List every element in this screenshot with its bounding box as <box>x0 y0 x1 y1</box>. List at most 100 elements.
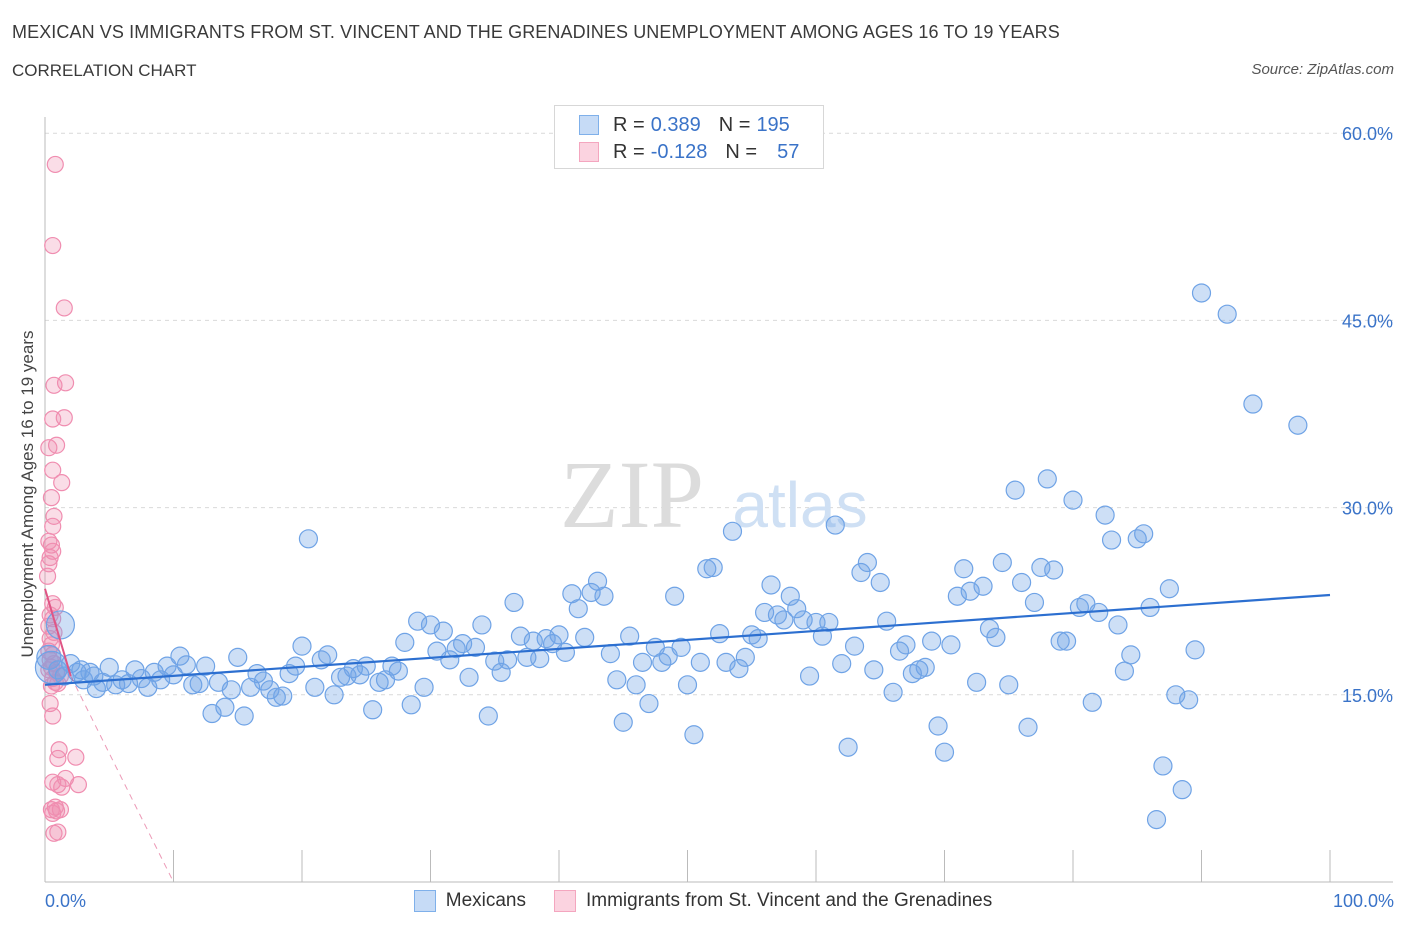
axes <box>44 117 1393 883</box>
immigrants-point <box>42 536 61 554</box>
source-label: Source: ZipAtlas.com <box>1251 61 1394 78</box>
mexicans-point <box>1114 661 1135 681</box>
y-tick-label: 15.0% <box>1342 686 1393 706</box>
mexicans-point <box>1185 640 1205 660</box>
mexicans-point <box>767 605 788 625</box>
legend-swatch-mexicans <box>579 115 599 135</box>
chart-subtitle: CORRELATION CHART <box>12 61 197 80</box>
legend-swatch-mexicans <box>413 890 436 912</box>
mexicans-point <box>395 632 415 652</box>
immigrants-point <box>44 517 62 535</box>
mexicans-point <box>967 672 987 692</box>
y-tick-label: 60.0% <box>1342 124 1393 144</box>
legend-row-mexicans: R = 0.389 N = 195 <box>579 113 790 137</box>
immigrants-point <box>46 155 64 174</box>
legend-item-mexicans: Mexicans <box>413 890 526 912</box>
mexicans-point <box>446 639 466 659</box>
mexicans-point <box>1153 756 1173 776</box>
mexicans-point <box>1191 283 1212 303</box>
legend-swatch-immigrants <box>579 142 599 162</box>
immigrants-point <box>53 778 71 796</box>
mexicans-point <box>1159 579 1179 599</box>
mexicans-point <box>356 656 376 676</box>
y-tick-label: 30.0% <box>1342 499 1393 519</box>
mexicans-point <box>922 631 942 651</box>
mexicans-point <box>1243 394 1263 414</box>
mexicans-point <box>433 621 453 641</box>
immigrants-point <box>55 299 73 317</box>
mexicans-point <box>536 629 556 649</box>
mexicans-point <box>266 687 286 707</box>
mexicans-point <box>632 652 653 672</box>
immigrants-point <box>45 824 63 842</box>
mexicans-point <box>954 559 974 579</box>
legend-label-mexicans: Mexicans <box>445 890 526 911</box>
mexicans-point <box>973 576 993 596</box>
immigrants-point <box>38 567 57 585</box>
y-tick-label: 45.0% <box>1342 311 1393 331</box>
mexicans-point <box>1134 524 1154 544</box>
mexicans-point <box>510 626 531 646</box>
mexicans-point <box>774 610 794 630</box>
immigrants-point <box>44 236 62 255</box>
immigrants-point <box>42 489 61 507</box>
immigrants-trend-line <box>44 588 72 677</box>
mexicans-point <box>273 686 293 706</box>
mexicans-point <box>748 629 768 649</box>
mexicans-point <box>671 637 691 657</box>
immigrants-point <box>42 677 61 695</box>
x-tick-max: 100.0% <box>1332 891 1394 911</box>
mexicans-point <box>684 725 704 745</box>
mexicans-point <box>838 737 858 757</box>
mexicans-point <box>453 634 473 654</box>
mexicans-point <box>1288 415 1308 435</box>
mexicans-point <box>183 675 203 695</box>
immigrants-point <box>44 804 62 822</box>
mexicans-point <box>555 642 576 662</box>
n-value-immigrants: 57 <box>777 140 800 163</box>
mexicans-point <box>947 586 967 606</box>
immigrants-point <box>45 376 63 394</box>
mexicans-point <box>1011 572 1032 593</box>
mexicans-point <box>729 658 749 679</box>
grid-lines <box>45 132 1393 696</box>
mexicans-point <box>459 667 479 687</box>
mexicans-point <box>1018 717 1038 737</box>
immigrants-point <box>41 548 59 567</box>
mexicans-point <box>722 521 743 541</box>
r-value-mexicans: 0.389 <box>650 113 701 136</box>
watermark-atlas: atlas <box>732 469 867 541</box>
mexicans-point <box>928 716 948 736</box>
mexicans-point <box>857 552 878 573</box>
mexicans-point <box>600 644 621 664</box>
mexicans-point <box>1166 685 1186 705</box>
mexicans-point <box>934 742 955 762</box>
mexicans-point <box>568 599 588 619</box>
mexicans-point <box>613 712 633 732</box>
mexicans-point <box>292 636 312 656</box>
mexicans-point <box>176 655 196 675</box>
mexicans-point <box>472 615 492 635</box>
n-label: N = <box>718 113 751 136</box>
mexicans-point <box>832 654 852 674</box>
x-tick-min: 0.0% <box>45 891 87 911</box>
mexicans-point <box>1050 631 1070 651</box>
y-axis-label: Unemployment Among Ages 16 to 19 years <box>18 331 37 658</box>
mexicans-point <box>388 661 408 681</box>
legend-item-immigrants: Immigrants from St. Vincent and the Gren… <box>554 890 992 912</box>
immigrants-point <box>44 707 62 725</box>
mexicans-point <box>915 657 935 677</box>
r-label: R = <box>613 113 645 136</box>
mexicans-point <box>1082 692 1102 712</box>
mexicans-point <box>234 706 254 726</box>
legend-row-immigrants: R = -0.128 N = 57 <box>579 140 799 164</box>
mexicans-point <box>883 682 903 702</box>
mexicans-point <box>992 552 1012 573</box>
mexicans-point <box>941 635 961 655</box>
immigrants-point <box>67 748 85 766</box>
mexicans-trend-line <box>44 593 1331 686</box>
mexicans-point <box>626 675 646 695</box>
mexicans-point <box>735 647 755 667</box>
mexicans-point <box>870 572 890 593</box>
